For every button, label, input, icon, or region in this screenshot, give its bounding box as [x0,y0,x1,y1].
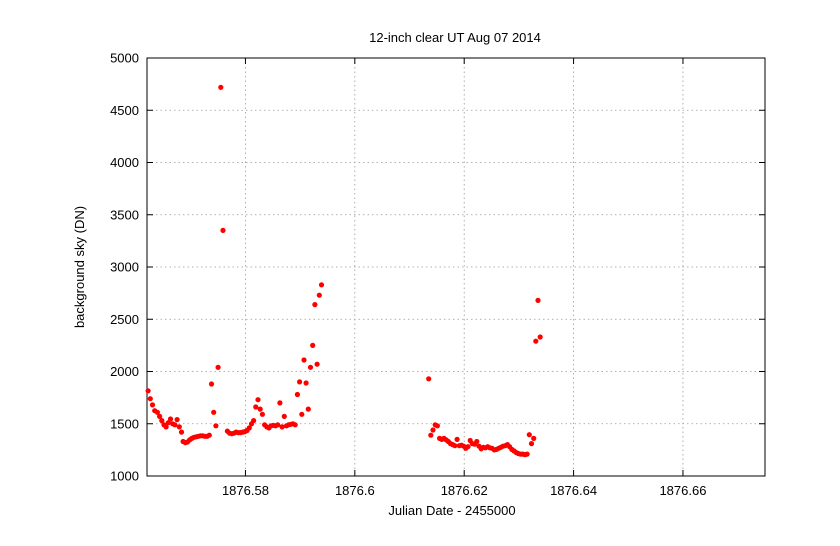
data-point [314,361,320,367]
data-point [218,84,224,90]
data-point [279,424,285,430]
data-point [176,424,182,430]
data-point [174,417,180,423]
data-point [251,418,257,424]
data-point [452,443,458,449]
data-point [145,388,151,394]
data-point [172,422,178,428]
data-point [206,432,212,438]
data-point [426,376,432,382]
data-point [301,357,307,363]
data-point [294,391,300,398]
y-axis-label: background sky (DN) [72,206,87,328]
data-point [533,338,539,344]
data-point [281,413,287,419]
data-point [208,381,215,387]
data-point [275,422,281,428]
y-tick-label: 3000 [110,260,139,275]
grid-lines [147,58,765,476]
data-point [147,396,153,402]
data-point [474,438,480,445]
y-tick-label: 2500 [110,312,139,327]
chart-title: 12-inch clear UT Aug 07 2014 [369,30,541,45]
data-point [154,409,160,415]
data-point [528,441,535,447]
data-point [428,432,434,438]
data-point [246,425,252,431]
data-point [454,436,460,442]
data-point [305,406,311,412]
data-point [292,422,298,428]
data-point [178,429,185,435]
y-tick-label: 5000 [110,51,139,66]
data-points [145,84,543,458]
data-point [253,404,259,410]
data-point [159,418,165,424]
data-point [257,406,263,412]
data-point [524,451,530,457]
x-tick-label: 1876.64 [550,483,597,498]
data-point [531,435,537,441]
data-point [430,427,436,433]
data-point [163,424,169,430]
data-point [299,411,305,417]
data-point [537,334,543,340]
data-point [220,227,226,233]
data-point [215,364,221,370]
data-point [213,423,219,429]
data-point [318,282,325,288]
data-point [211,409,217,415]
y-tick-label: 1000 [110,469,139,484]
data-point [307,364,314,370]
data-point [535,297,541,303]
x-tick-label: 1876.66 [659,483,706,498]
x-tick-label: 1876.58 [222,483,269,498]
y-tick-label: 4000 [110,155,139,170]
x-axis-label: Julian Date - 2455000 [388,503,515,518]
data-point [465,444,471,450]
data-point [157,413,163,419]
y-tick-label: 1500 [110,416,139,431]
y-tick-label: 2000 [110,364,139,379]
data-point [312,302,318,308]
data-point [303,380,309,386]
data-point [316,292,322,298]
plot-area-frame [146,57,766,477]
y-tick-label: 4500 [110,103,139,118]
data-point [297,379,303,385]
data-point [434,423,440,429]
x-tick-label: 1876.62 [441,483,488,498]
y-tick-label: 3500 [110,207,139,222]
data-point [277,400,283,406]
data-point [310,342,316,348]
data-point [255,397,261,403]
data-point [526,432,532,438]
x-tick-label: 1876.6 [335,483,375,498]
data-point [167,416,174,422]
data-point [149,402,156,408]
data-point [259,411,265,417]
axis-ticks: 1876.58 1876.6 1876.62 1876.64 1876.66 1000 15… [110,51,765,498]
